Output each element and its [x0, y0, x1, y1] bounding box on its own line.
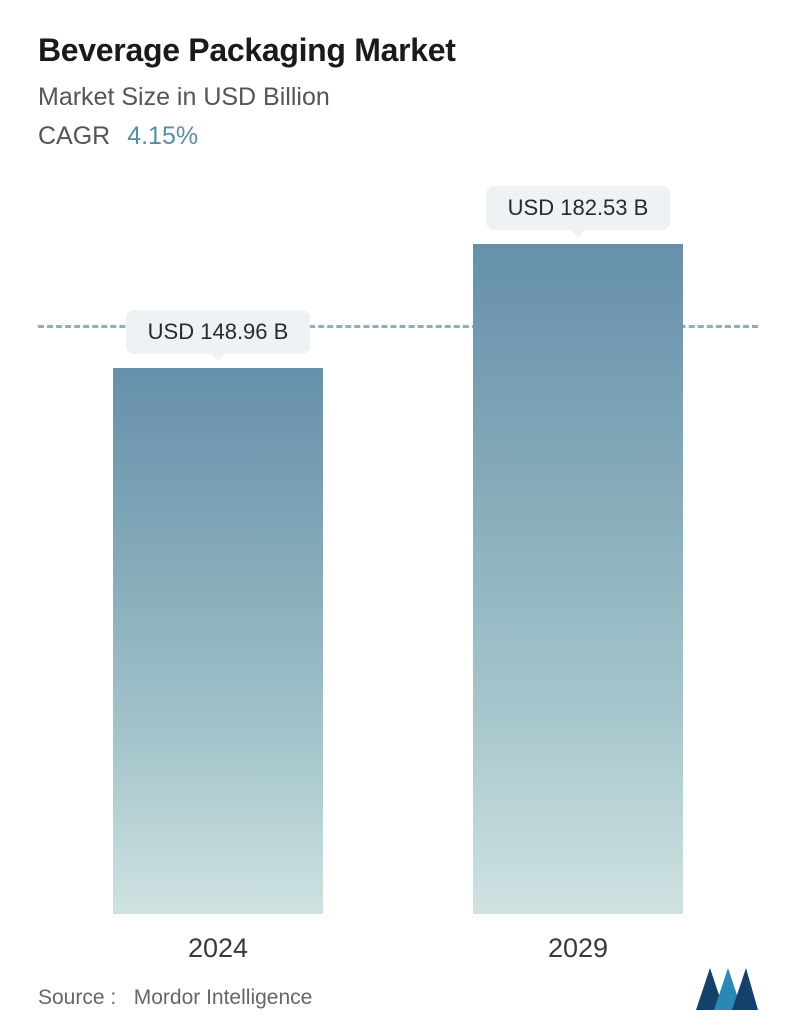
footer: Source : Mordor Intelligence — [38, 968, 758, 1010]
source-label: Source : — [38, 986, 116, 1009]
bar-group-0: USD 148.96 B — [74, 310, 362, 914]
x-label-1: 2029 — [434, 933, 722, 964]
cagr-value: 4.15% — [127, 122, 198, 150]
chart-container: Beverage Packaging Market Market Size in… — [0, 0, 796, 1034]
chart-title: Beverage Packaging Market — [38, 32, 758, 69]
x-label-0: 2024 — [74, 933, 362, 964]
bar-1 — [473, 244, 683, 914]
cagr-row: CAGR 4.15% — [38, 122, 758, 151]
source-text: Source : Mordor Intelligence — [38, 986, 312, 1010]
brand-logo-icon — [696, 968, 758, 1010]
chart-area: USD 148.96 B USD 182.53 B 2024 2029 — [38, 201, 758, 1034]
x-axis-labels: 2024 2029 — [38, 933, 758, 964]
bar-0 — [113, 368, 323, 914]
value-pill-0: USD 148.96 B — [126, 310, 311, 354]
cagr-label: CAGR — [38, 122, 110, 150]
source-name: Mordor Intelligence — [134, 986, 313, 1009]
value-pill-1: USD 182.53 B — [486, 186, 671, 230]
bar-group-1: USD 182.53 B — [434, 186, 722, 914]
chart-subtitle: Market Size in USD Billion — [38, 83, 758, 112]
bars-row: USD 148.96 B USD 182.53 B — [38, 201, 758, 914]
